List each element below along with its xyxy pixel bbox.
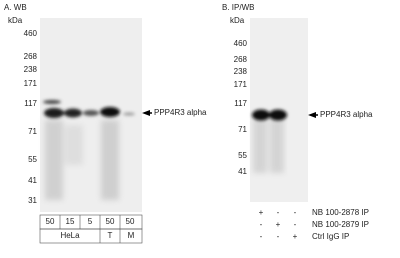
marker-label: 41 <box>28 176 37 185</box>
ip-sign: - <box>294 220 297 229</box>
ip-sign: + <box>276 220 281 229</box>
blot-a-bands <box>43 100 135 118</box>
ip-label: NB 100-2878 IP <box>312 208 369 217</box>
lane-load: 5 <box>88 217 93 226</box>
marker-label: 71 <box>28 127 37 136</box>
ip-label: Ctrl IgG IP <box>312 232 349 241</box>
marker-label: 171 <box>234 80 248 89</box>
ip-sign: - <box>277 232 280 241</box>
marker-label: 460 <box>24 29 38 38</box>
blot-b-bands <box>252 109 287 121</box>
marker-label: 41 <box>238 167 247 176</box>
marker-label: 55 <box>28 155 37 164</box>
blot-a-smear <box>45 120 119 200</box>
marker-label: 171 <box>24 79 38 88</box>
ip-sign: - <box>277 208 280 217</box>
panel-a-title: A. WB <box>4 3 27 12</box>
marker-label: 117 <box>24 99 37 108</box>
sample-label: M <box>128 231 135 240</box>
ip-label: NB 100-2879 IP <box>312 220 369 229</box>
panel-b-title: B. IP/WB <box>222 3 254 12</box>
ip-sign: + <box>259 208 264 217</box>
sample-label: T <box>108 231 113 240</box>
panel-a-band-label: PPP4R3 alpha <box>154 108 207 117</box>
lane-load: 15 <box>66 217 75 226</box>
ip-sign: - <box>294 208 297 217</box>
panel-b-unit: kDa <box>230 16 245 25</box>
arrow-b <box>308 112 316 118</box>
marker-label: 238 <box>234 67 248 76</box>
marker-label: 117 <box>234 99 247 108</box>
marker-label: 55 <box>238 151 247 160</box>
ip-sign: - <box>260 232 263 241</box>
panel-a-unit: kDa <box>8 16 23 25</box>
marker-label: 460 <box>234 39 248 48</box>
lane-load: 50 <box>46 217 55 226</box>
lane-table <box>39 214 143 244</box>
blot-b-smear <box>253 118 284 173</box>
ip-sign: - <box>260 220 263 229</box>
marker-label: 31 <box>28 196 37 205</box>
lane-load: 50 <box>106 217 115 226</box>
marker-label: 268 <box>24 52 38 61</box>
sample-label: HeLa <box>60 231 80 240</box>
marker-label: 268 <box>234 55 248 64</box>
arrow-a <box>142 110 150 116</box>
panel-b-band-label: PPP4R3 alpha <box>320 110 373 119</box>
lane-load: 50 <box>126 217 135 226</box>
marker-label: 71 <box>238 125 247 134</box>
marker-label: 238 <box>24 65 38 74</box>
ip-sign: + <box>293 232 298 241</box>
